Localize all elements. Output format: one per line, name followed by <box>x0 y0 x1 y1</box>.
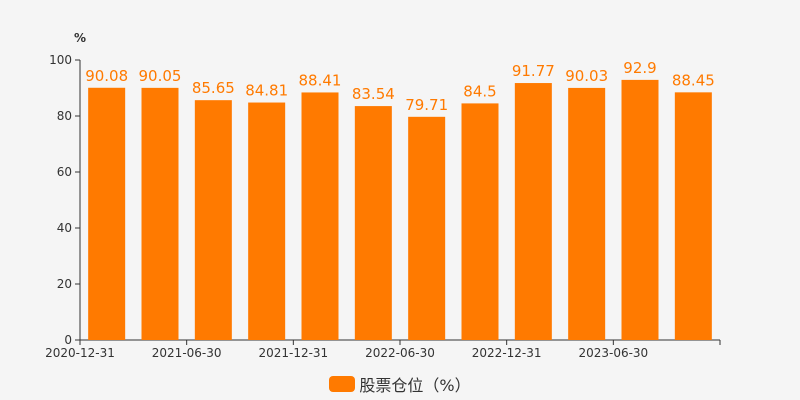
bar <box>674 92 712 340</box>
y-tick-label: 80 <box>57 109 72 123</box>
bar-value-label: 90.05 <box>139 67 182 85</box>
bar-value-label: 84.81 <box>245 82 288 100</box>
bar-value-label: 88.41 <box>299 71 342 89</box>
bar <box>301 92 339 341</box>
y-tick-label: 40 <box>57 221 72 235</box>
y-axis: 0 20 40 60 80 100 <box>49 53 81 347</box>
x-tick-label: 2021-06-30 <box>152 346 222 360</box>
bar-value-label: 85.65 <box>192 79 235 97</box>
legend[interactable]: 股票仓位（%） <box>0 372 800 396</box>
x-tick-label: 2022-12-31 <box>472 346 542 360</box>
bar <box>141 87 179 340</box>
bar <box>194 100 232 341</box>
bar <box>408 116 446 340</box>
x-tick-label: 2023-06-30 <box>578 346 648 360</box>
legend-label: 股票仓位（%） <box>359 376 471 395</box>
bar <box>88 87 126 340</box>
bar-value-label: 91.77 <box>512 62 555 80</box>
bar <box>621 79 659 340</box>
bar-value-label: 90.03 <box>565 67 608 85</box>
x-tick-label: 2021-12-31 <box>258 346 328 360</box>
bar <box>248 102 286 340</box>
x-axis: 2020-12-31 2021-06-30 2021-12-31 2022-06-30… <box>45 339 721 360</box>
bar-value-label: 79.71 <box>405 96 448 114</box>
y-tick-label: 60 <box>57 165 72 179</box>
y-tick-label: 0 <box>64 333 72 347</box>
legend-swatch <box>329 376 356 392</box>
bars <box>88 79 712 341</box>
bar-value-label: 92.9 <box>623 59 656 77</box>
y-tick-label: 100 <box>49 53 72 67</box>
bar <box>514 83 552 340</box>
bar <box>354 106 392 340</box>
bar-value-label: 84.5 <box>463 82 496 100</box>
bar-value-label: 90.08 <box>85 67 128 85</box>
x-tick-label: 2020-12-31 <box>45 346 115 360</box>
x-tick-label: 2022-06-30 <box>365 346 435 360</box>
y-tick-label: 20 <box>57 277 72 291</box>
bar <box>461 103 499 341</box>
bar-value-label: 83.54 <box>352 85 395 103</box>
data-labels: 90.08 90.05 85.65 84.81 88.41 83.54 79.71 84.5 9… <box>85 59 715 114</box>
bar-value-label: 88.45 <box>672 71 715 89</box>
y-axis-unit-label: % <box>74 31 86 45</box>
bar <box>568 87 606 340</box>
